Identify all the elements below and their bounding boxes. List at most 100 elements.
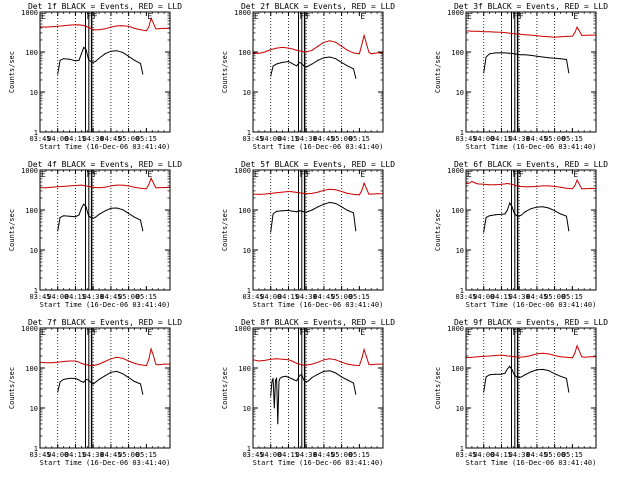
series-lld-point <box>45 362 47 364</box>
series-events-point <box>305 66 307 68</box>
series-events-point <box>509 365 511 367</box>
series-events-point <box>530 208 532 210</box>
series-events-point <box>504 213 506 215</box>
series-lld-point <box>506 183 508 184</box>
series-events-point <box>305 211 307 213</box>
series-events-point <box>142 393 144 395</box>
series-lld-point <box>163 187 165 188</box>
series-lld-point <box>57 25 59 27</box>
series-lld-point <box>566 356 567 358</box>
series-events-point <box>59 217 61 218</box>
series-events-point <box>323 370 325 372</box>
series-events-point <box>353 68 354 70</box>
marker-label: F <box>300 12 305 21</box>
series-events-point <box>95 61 96 62</box>
series-lld-point <box>511 355 513 357</box>
series-lld-point <box>75 360 76 362</box>
series-events-point <box>568 230 570 232</box>
marker-label: F <box>519 328 524 337</box>
series-events-point <box>92 61 94 63</box>
series-events-point <box>347 379 348 381</box>
series-events-point <box>536 369 538 371</box>
series-events-point <box>317 59 319 61</box>
y-tick-label: 100 <box>451 365 464 373</box>
series-events-point <box>347 65 348 67</box>
series-lld-point <box>90 27 92 29</box>
series-events-point <box>59 59 61 61</box>
series-lld-line <box>465 344 596 359</box>
series-lld-point <box>45 26 47 28</box>
series-lld-point <box>363 349 365 350</box>
x-tick-label: 04:00 <box>260 293 281 301</box>
y-axis-label: Counts/sec <box>221 51 229 93</box>
series-lld-point <box>469 182 470 184</box>
series-events-point <box>341 376 343 378</box>
series-lld-point <box>571 35 573 37</box>
series-lld-point <box>92 365 94 367</box>
series-lld-point <box>583 34 585 36</box>
series-lld-point <box>361 44 363 46</box>
series-events-line <box>483 52 570 73</box>
series-events-point <box>303 379 305 381</box>
marker-label: F <box>306 170 311 179</box>
series-events-point <box>75 60 76 62</box>
y-tick-label: 10 <box>456 89 464 97</box>
series-events-point <box>489 53 491 55</box>
x-axis-label: Start Time (16-Dec-06 03:41:40) <box>466 459 597 467</box>
series-lld-point <box>75 185 76 186</box>
series-events-line <box>483 365 570 393</box>
y-tick-label: 1 <box>460 445 464 453</box>
y-tick-label: 1000 <box>234 9 251 17</box>
series-events-point <box>273 407 275 409</box>
series-events-point <box>301 373 302 375</box>
series-lld-point <box>366 356 367 358</box>
series-events-point <box>270 75 272 77</box>
series-lld-point <box>483 31 485 33</box>
series-events-point <box>80 207 82 209</box>
series-events-point <box>272 65 274 67</box>
x-tick-label: 05:00 <box>118 293 139 301</box>
series-events-point <box>69 215 70 217</box>
series-events-point <box>116 207 118 209</box>
series-events-point <box>506 368 508 370</box>
series-lld-point <box>560 186 561 188</box>
series-lld-point <box>571 188 573 190</box>
y-axis-label: Counts/sec <box>8 209 16 251</box>
series-events-point <box>355 393 357 395</box>
series-events-point <box>353 382 354 384</box>
marker-label: E <box>147 328 152 337</box>
series-lld-point <box>368 193 370 195</box>
x-axis-label: Start Time (16-Dec-06 03:41:40) <box>253 301 384 309</box>
marker-label: E <box>573 328 578 337</box>
series-lld-point <box>157 28 159 30</box>
series-events-point <box>521 376 522 378</box>
series-events-point <box>57 230 59 232</box>
y-tick-label: 1000 <box>234 325 251 333</box>
series-lld-point <box>548 185 550 187</box>
series-lld-point <box>140 29 141 31</box>
series-events-point <box>271 381 273 383</box>
series-events-point <box>296 65 298 67</box>
x-tick-label: 04:30 <box>83 135 104 143</box>
series-lld-point <box>341 191 343 192</box>
series-lld-point <box>489 184 491 186</box>
x-tick-label: 04:45 <box>313 135 334 143</box>
x-tick-label: 04:15 <box>65 451 86 459</box>
x-tick-label: 04:15 <box>278 451 299 459</box>
series-lld-line <box>40 177 170 190</box>
series-events-point <box>88 379 89 381</box>
series-events-point <box>104 210 106 212</box>
series-events-point <box>104 375 106 377</box>
series-events-point <box>511 369 513 371</box>
series-lld-point <box>264 193 266 195</box>
series-events-point <box>69 58 70 60</box>
series-events-point <box>128 377 130 378</box>
y-tick-label: 1000 <box>447 325 464 333</box>
series-events-point <box>323 57 325 59</box>
series-lld-point <box>63 25 65 27</box>
series-lld-line <box>252 181 383 196</box>
series-lld-point <box>270 192 272 194</box>
x-axis-label: Start Time (16-Dec-06 03:41:40) <box>466 301 597 309</box>
chart-title: Det 4f BLACK = Events, RED = LLD <box>28 160 182 169</box>
